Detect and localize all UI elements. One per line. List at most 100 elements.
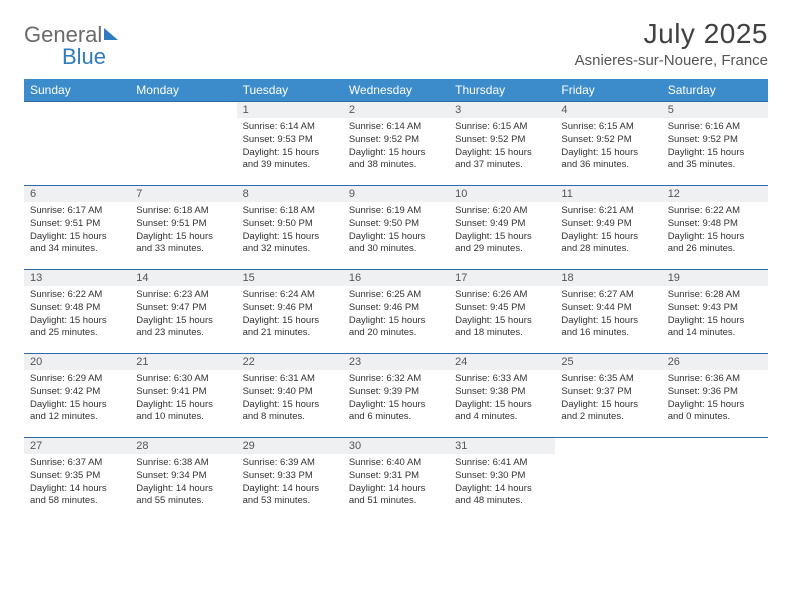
sunset-text: Sunset: 9:52 PM [349,134,443,147]
sunset-text: Sunset: 9:31 PM [349,470,443,483]
sunrise-text: Sunrise: 6:25 AM [349,289,443,302]
calendar-day-cell: 31Sunrise: 6:41 AMSunset: 9:30 PMDayligh… [449,438,555,522]
daylight-text-1: Daylight: 15 hours [668,315,762,328]
sunrise-text: Sunrise: 6:40 AM [349,457,443,470]
daylight-text-1: Daylight: 14 hours [455,483,549,496]
sunset-text: Sunset: 9:49 PM [561,218,655,231]
sunrise-text: Sunrise: 6:27 AM [561,289,655,302]
sunrise-text: Sunrise: 6:30 AM [136,373,230,386]
sunset-text: Sunset: 9:52 PM [455,134,549,147]
daylight-text-2: and 58 minutes. [30,495,124,508]
calendar-header-row: SundayMondayTuesdayWednesdayThursdayFrid… [24,79,768,102]
sunrise-text: Sunrise: 6:16 AM [668,121,762,134]
day-content: Sunrise: 6:20 AMSunset: 9:49 PMDaylight:… [449,202,555,260]
daylight-text-1: Daylight: 15 hours [455,315,549,328]
day-content: Sunrise: 6:18 AMSunset: 9:51 PMDaylight:… [130,202,236,260]
sunrise-text: Sunrise: 6:35 AM [561,373,655,386]
day-number: 25 [555,354,661,370]
sunrise-text: Sunrise: 6:26 AM [455,289,549,302]
daylight-text-1: Daylight: 15 hours [243,231,337,244]
calendar-day-cell: 11Sunrise: 6:21 AMSunset: 9:49 PMDayligh… [555,186,661,270]
daylight-text-2: and 32 minutes. [243,243,337,256]
calendar-day-cell: 21Sunrise: 6:30 AMSunset: 9:41 PMDayligh… [130,354,236,438]
day-number: 6 [24,186,130,202]
daylight-text-2: and 29 minutes. [455,243,549,256]
daylight-text-1: Daylight: 15 hours [30,231,124,244]
calendar-day-cell: 24Sunrise: 6:33 AMSunset: 9:38 PMDayligh… [449,354,555,438]
sunrise-text: Sunrise: 6:15 AM [561,121,655,134]
sunrise-text: Sunrise: 6:17 AM [30,205,124,218]
day-number: 2 [343,102,449,118]
daylight-text-2: and 34 minutes. [30,243,124,256]
title-block: July 2025 Asnieres-sur-Nouere, France [575,18,768,69]
daylight-text-2: and 8 minutes. [243,411,337,424]
calendar-day-cell: 7Sunrise: 6:18 AMSunset: 9:51 PMDaylight… [130,186,236,270]
sunset-text: Sunset: 9:43 PM [668,302,762,315]
daylight-text-2: and 51 minutes. [349,495,443,508]
sunset-text: Sunset: 9:44 PM [561,302,655,315]
sunset-text: Sunset: 9:33 PM [243,470,337,483]
day-number: 18 [555,270,661,286]
calendar-day-cell: 14Sunrise: 6:23 AMSunset: 9:47 PMDayligh… [130,270,236,354]
calendar-day-cell: 20Sunrise: 6:29 AMSunset: 9:42 PMDayligh… [24,354,130,438]
calendar-table: SundayMondayTuesdayWednesdayThursdayFrid… [24,79,768,522]
daylight-text-2: and 36 minutes. [561,159,655,172]
calendar-week-row: 1Sunrise: 6:14 AMSunset: 9:53 PMDaylight… [24,102,768,186]
daylight-text-1: Daylight: 14 hours [136,483,230,496]
calendar-day-cell: 25Sunrise: 6:35 AMSunset: 9:37 PMDayligh… [555,354,661,438]
daylight-text-1: Daylight: 15 hours [136,399,230,412]
sunrise-text: Sunrise: 6:19 AM [349,205,443,218]
calendar-day-cell: 28Sunrise: 6:38 AMSunset: 9:34 PMDayligh… [130,438,236,522]
calendar-week-row: 13Sunrise: 6:22 AMSunset: 9:48 PMDayligh… [24,270,768,354]
daylight-text-1: Daylight: 15 hours [455,231,549,244]
calendar-day-cell: 2Sunrise: 6:14 AMSunset: 9:52 PMDaylight… [343,102,449,186]
day-number: 29 [237,438,343,454]
sunrise-text: Sunrise: 6:36 AM [668,373,762,386]
day-content: Sunrise: 6:17 AMSunset: 9:51 PMDaylight:… [24,202,130,260]
sunrise-text: Sunrise: 6:18 AM [243,205,337,218]
calendar-day-cell: 6Sunrise: 6:17 AMSunset: 9:51 PMDaylight… [24,186,130,270]
sunset-text: Sunset: 9:40 PM [243,386,337,399]
sunset-text: Sunset: 9:39 PM [349,386,443,399]
daylight-text-2: and 4 minutes. [455,411,549,424]
daylight-text-1: Daylight: 14 hours [243,483,337,496]
sunset-text: Sunset: 9:47 PM [136,302,230,315]
day-number: 16 [343,270,449,286]
sunrise-text: Sunrise: 6:22 AM [668,205,762,218]
daylight-text-1: Daylight: 15 hours [349,147,443,160]
calendar-day-cell: 30Sunrise: 6:40 AMSunset: 9:31 PMDayligh… [343,438,449,522]
brand-triangle-icon [104,28,118,40]
sunrise-text: Sunrise: 6:14 AM [243,121,337,134]
sunrise-text: Sunrise: 6:32 AM [349,373,443,386]
sunset-text: Sunset: 9:38 PM [455,386,549,399]
sunset-text: Sunset: 9:51 PM [30,218,124,231]
daylight-text-2: and 0 minutes. [668,411,762,424]
weekday-header: Friday [555,79,661,102]
daylight-text-1: Daylight: 15 hours [243,315,337,328]
daylight-text-2: and 55 minutes. [136,495,230,508]
calendar-day-cell: 13Sunrise: 6:22 AMSunset: 9:48 PMDayligh… [24,270,130,354]
calendar-day-cell: 18Sunrise: 6:27 AMSunset: 9:44 PMDayligh… [555,270,661,354]
daylight-text-2: and 2 minutes. [561,411,655,424]
sunset-text: Sunset: 9:48 PM [668,218,762,231]
day-number: 22 [237,354,343,370]
day-content: Sunrise: 6:31 AMSunset: 9:40 PMDaylight:… [237,370,343,428]
day-number: 15 [237,270,343,286]
sunset-text: Sunset: 9:36 PM [668,386,762,399]
daylight-text-2: and 53 minutes. [243,495,337,508]
daylight-text-1: Daylight: 14 hours [349,483,443,496]
day-number: 10 [449,186,555,202]
calendar-day-cell: 3Sunrise: 6:15 AMSunset: 9:52 PMDaylight… [449,102,555,186]
calendar-day-cell: 9Sunrise: 6:19 AMSunset: 9:50 PMDaylight… [343,186,449,270]
day-number: 4 [555,102,661,118]
calendar-day-cell: 1Sunrise: 6:14 AMSunset: 9:53 PMDaylight… [237,102,343,186]
weekday-header: Wednesday [343,79,449,102]
day-content: Sunrise: 6:32 AMSunset: 9:39 PMDaylight:… [343,370,449,428]
sunset-text: Sunset: 9:35 PM [30,470,124,483]
calendar-day-cell: 16Sunrise: 6:25 AMSunset: 9:46 PMDayligh… [343,270,449,354]
daylight-text-2: and 38 minutes. [349,159,443,172]
page-title: July 2025 [575,18,768,50]
day-number: 23 [343,354,449,370]
sunrise-text: Sunrise: 6:37 AM [30,457,124,470]
daylight-text-2: and 14 minutes. [668,327,762,340]
